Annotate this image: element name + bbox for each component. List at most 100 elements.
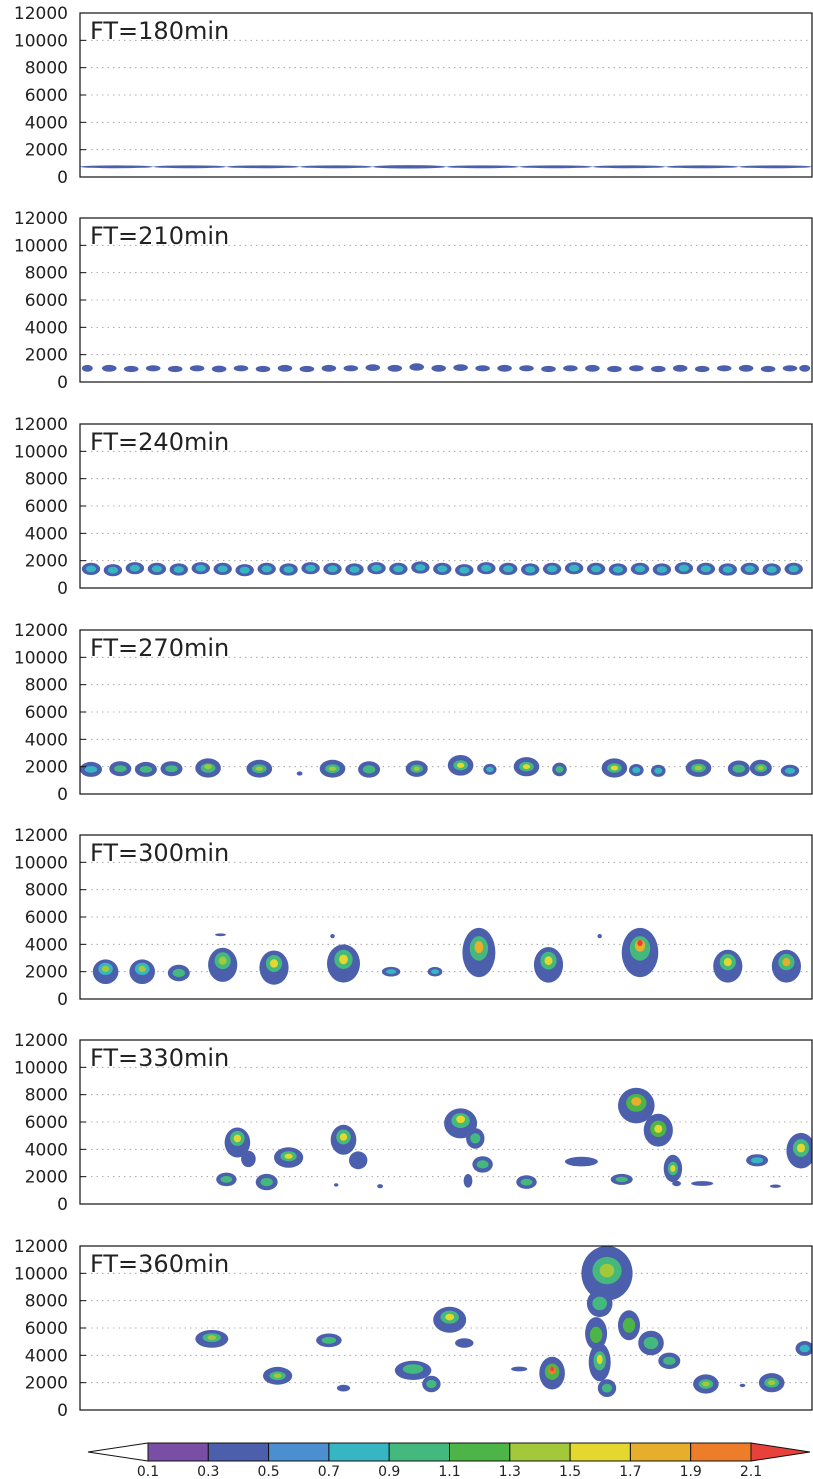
y-tick-label: 0 [57,168,68,188]
y-tick-label: 10000 [14,648,68,668]
contour-blob [481,564,492,572]
contour-blob [172,968,185,978]
contour-fill [216,1087,812,1191]
contour-blob [629,365,644,372]
contour-blob [700,565,712,573]
contour-blob [431,969,439,975]
contour-fill [92,927,802,985]
panel-1: 0 2000 4000 6000 8000 10000 12000 FT=210min [14,209,813,393]
panel-4: 0 2000 4000 6000 8000 10000 12000 FT=300min [14,826,813,1010]
contour-blob [145,365,161,372]
contour-blob [153,165,227,169]
contour-blob [643,1336,659,1350]
colorbar-segment [629,1442,692,1462]
contour-blob [744,565,755,573]
contour-blob [592,165,666,169]
contour-blob [220,1176,233,1183]
contour-blob [173,566,184,573]
contour-blob [445,1313,455,1321]
contour-blob [204,764,212,770]
contour-blob [393,565,404,573]
contour-blob [387,364,403,372]
contour-blob [782,365,798,372]
contour-blob [261,565,272,573]
colorbar-label: 0.1 [137,1464,159,1479]
contour-blob [437,565,448,573]
contour-blob [299,165,373,169]
y-tick-label: 0 [57,579,68,599]
contour-blob [694,365,710,373]
colorbar-label: 0.3 [197,1464,219,1479]
colorbar-segment [569,1442,631,1462]
contour-blob [241,1150,256,1168]
y-tick-label: 12000 [14,1031,68,1051]
y-tick-label: 0 [57,373,68,393]
y-tick-label: 2000 [25,963,68,983]
contour-blob [612,566,624,573]
contour-blob [362,765,376,774]
contour-blob [165,765,178,773]
contour-fill [80,165,812,169]
y-tick-label: 4000 [25,935,68,955]
contour-blob [260,1178,273,1187]
contour-blob [607,365,622,373]
colorbar-label: 1.5 [559,1464,581,1479]
contour-blob [138,965,146,973]
y-tick-label: 8000 [25,470,68,490]
y-tick-label: 6000 [25,86,68,106]
y-tick-label: 8000 [25,59,68,79]
contour-blob [195,564,206,572]
contour-blob [459,566,470,574]
contour-blob [101,965,110,973]
y-tick-label: 4000 [25,524,68,544]
y-tick-label: 2000 [25,1374,68,1394]
contour-blob [446,165,520,169]
contour-blob [732,764,745,773]
contour-blob [321,1336,337,1344]
contour-blob [670,1165,676,1172]
contour-blob [738,364,754,372]
y-tick-label: 6000 [25,497,68,517]
contour-blob [599,1263,615,1278]
contour-blob [339,954,348,965]
contour-blob [129,564,140,572]
contour-blob [522,764,531,770]
contour-blob [283,566,294,573]
panel-title: FT=360min [90,1250,229,1278]
contour-blob [555,766,564,773]
contour-blob [455,1338,474,1348]
colorbar-segment [509,1442,571,1462]
contour-blob [563,365,578,372]
contour-blob [651,365,666,373]
y-tick-label: 6000 [25,1319,68,1339]
contour-blob [233,365,249,372]
y-tick-label: 0 [57,990,68,1010]
contour-blob [694,765,703,771]
contour-blob [596,1354,603,1365]
contour-blob [463,1174,473,1188]
panel-title: FT=180min [90,17,229,45]
y-tick-label: 10000 [14,442,68,462]
panel-6: 0 2000 4000 6000 8000 10000 12000 FT=360min [14,1237,813,1421]
contour-blob [226,165,300,169]
contour-blob [84,766,98,773]
y-tick-label: 10000 [14,1058,68,1078]
contour-blob [372,165,446,169]
contour-blob [470,1133,481,1144]
y-tick-label: 4000 [25,318,68,338]
colorbar: 0.1 0.3 0.5 0.7 0.9 1.1 1.3 1.5 1.7 1.9 2.1 [87,1442,811,1479]
contour-blob [123,365,139,373]
contour-blob [656,566,668,573]
y-tick-label: 4000 [25,1140,68,1160]
contour-blob [107,566,118,574]
contour-blob [327,565,338,573]
colorbar-label: 1.3 [499,1464,521,1479]
contour-blob [678,564,690,572]
y-tick-label: 4000 [25,1346,68,1366]
y-tick-label: 12000 [14,1237,68,1257]
colorbar-segment [207,1442,270,1462]
panel-5: 0 2000 4000 6000 8000 10000 12000 FT=330min [14,1031,813,1215]
contour-fill [195,1246,812,1397]
colorbar-label: 0.9 [378,1464,400,1479]
y-tick-label: 10000 [14,853,68,873]
